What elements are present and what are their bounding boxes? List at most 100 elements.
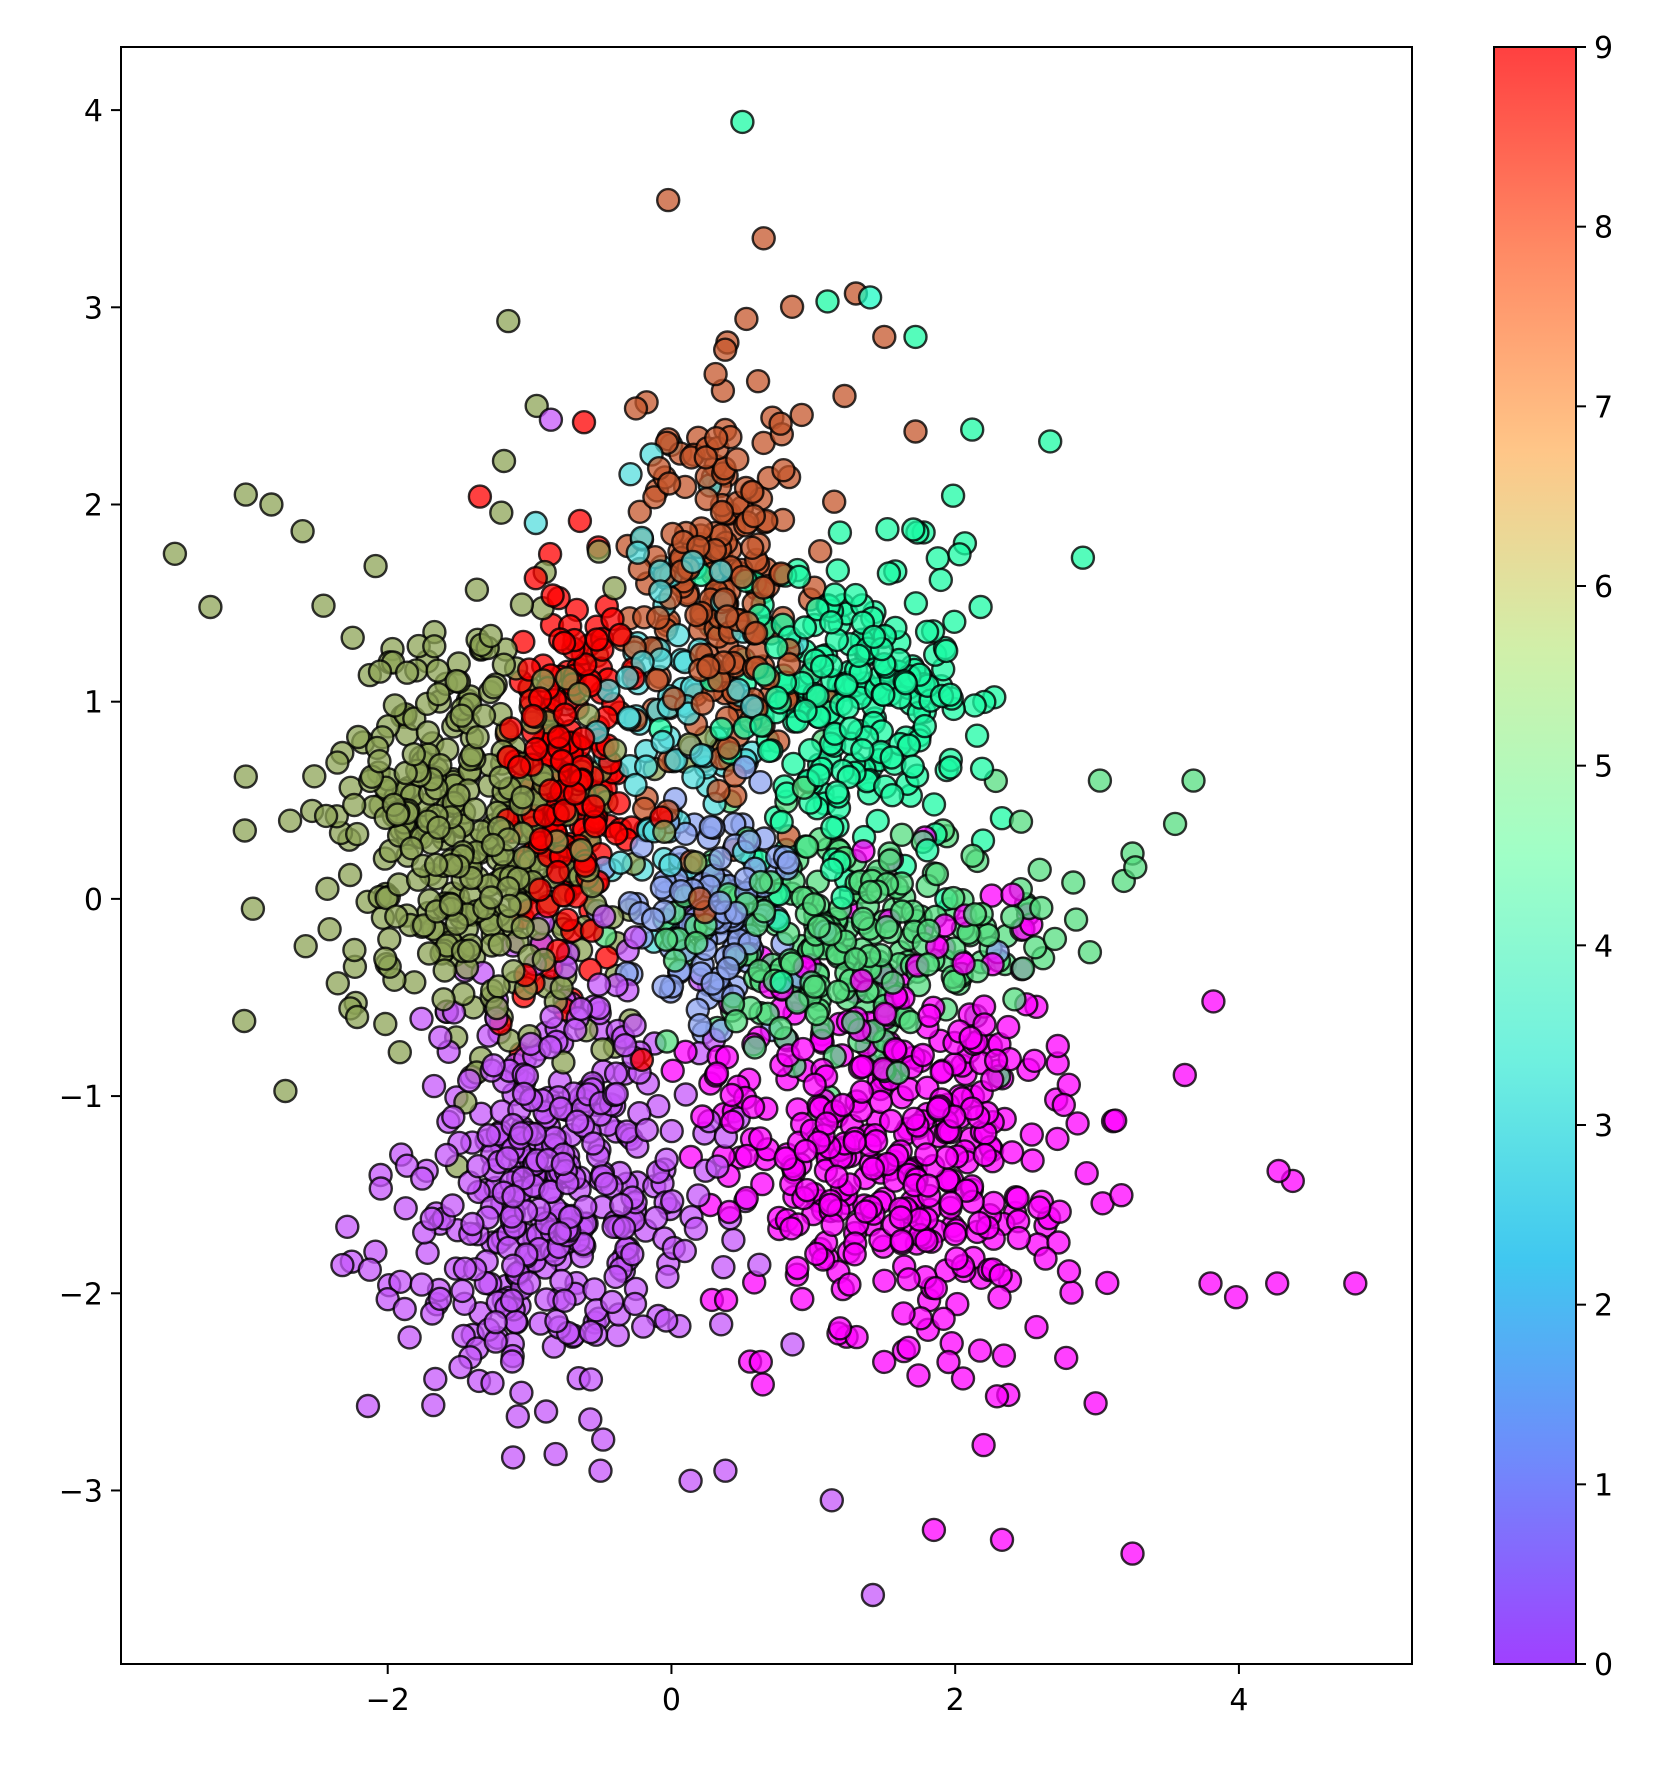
scatter-point-class-1 [563,1017,588,1043]
scatter-point-class-7 [590,1037,615,1062]
scatter-point-class-7 [487,932,512,957]
scatter-point-class-7 [425,658,450,683]
scatter-point-class-7 [509,592,535,617]
x-tick-label: 0 [662,1683,681,1718]
scatter-point-class-1 [686,1183,711,1208]
scatter-point-class-6 [1008,809,1034,834]
scatter-point-class-5 [769,969,794,995]
scatter-point-class-1 [409,1272,434,1297]
scatter-point-class-8 [696,655,721,680]
scatter-point-class-6 [877,848,903,873]
scatter-point-class-5 [793,698,818,723]
scatter-point-class-5 [819,610,844,635]
scatter-point-class-1 [410,1166,435,1191]
scatter-point-class-7 [240,896,266,921]
scatter-point-class-6 [1087,768,1113,793]
scatter-point-class-1 [721,1227,746,1253]
scatter-point-class-6 [1000,904,1025,930]
scatter-point-class-0 [1264,1271,1290,1296]
scatter-point-class-7 [367,749,392,774]
scatter-point-class-8 [656,471,682,496]
scatter-point-class-9 [546,724,572,750]
scatter-point-class-7 [566,681,592,707]
scatter-point-class-7 [449,703,474,728]
scatter-point-class-6 [924,861,950,887]
scatter-point-class-9 [552,702,578,727]
scatter-point-class-0 [914,1142,939,1167]
scatter-point-class-1 [368,1176,393,1201]
colorbar-tick-label: 0 [1594,1648,1613,1683]
scatter-point-class-5 [901,517,926,542]
scatter-point-class-8 [645,605,671,630]
scatter-point-class-7 [340,625,365,650]
scatter-point-class-7 [549,975,574,1001]
scatter-point-class-6 [795,834,820,859]
scatter-point-class-1 [600,1289,625,1315]
scatter-point-class-9 [584,627,609,652]
scatter-point-class-8 [751,575,776,600]
scatter-point-class-7 [313,803,339,829]
scatter-point-class-5 [938,755,963,780]
scatter-point-class-7 [337,862,363,888]
scatter-point-class-7 [233,482,259,507]
scatter-point-class-7 [501,959,526,984]
scatter-point-class-0 [779,1216,804,1241]
scatter-point-class-0 [984,1384,1010,1409]
scatter-point-class-1 [673,1082,698,1107]
scatter-point-class-1 [466,1153,491,1179]
scatter-point-class-7 [465,725,490,750]
scatter-point-class-9 [532,803,558,828]
scatter-point-class-7 [496,308,521,334]
scatter-point-class-6 [1027,857,1052,882]
scatter-point-class-5 [875,517,900,542]
scatter-point-class-7 [586,539,612,564]
scatter-point-class-3 [523,510,548,536]
scatter-point-class-8 [709,499,735,525]
scatter-point-class-5 [756,738,782,764]
scatter-point-class-5 [764,635,789,660]
scatter-point-class-1 [539,1004,564,1029]
scatter-point-class-9 [527,877,553,902]
scatter-point-class-5 [900,754,925,779]
scatter-point-class-3 [689,742,714,768]
scatter-point-class-0 [981,1190,1006,1216]
scatter-point-class-6 [684,930,709,956]
scatter-point-class-0 [863,1128,889,1154]
scatter-point-class-8 [661,686,687,711]
scatter-point-class-8 [776,652,802,677]
scatter-point-class-7 [416,941,442,966]
scatter-point-class-9 [524,736,549,762]
scatter-point-class-6 [1010,956,1036,981]
scatter-point-class-7 [512,845,537,870]
scatter-point-class-1 [450,1278,475,1304]
scatter-point-class-1 [564,1109,590,1134]
scatter-point-class-0 [1045,1126,1070,1152]
scatter-point-class-1 [581,1131,606,1156]
scatter-point-class-7 [446,783,471,808]
scatter-point-class-0 [926,1096,951,1121]
scatter-point-class-5 [749,713,774,738]
scatter-point-class-6 [806,914,831,939]
scatter-point-class-5 [960,417,985,442]
scatter-point-class-8 [771,458,796,483]
scatter-point-class-0 [1006,1225,1031,1251]
scatter-point-class-0 [1019,1122,1045,1147]
scatter-point-class-6 [880,970,905,995]
scatter-point-class-7 [422,634,447,659]
colorbar-tick-label: 5 [1594,750,1613,785]
scatter-point-class-5 [838,716,864,741]
scatter-point-class-5 [925,546,950,571]
scatter-point-class-0 [989,1527,1015,1553]
scatter-point-class-1 [549,1268,574,1294]
scatter-point-class-7 [602,576,627,601]
scatter-point-class-5 [752,662,777,687]
scatter-point-class-0 [842,1129,867,1155]
scatter-point-class-1 [578,1407,603,1432]
scatter-point-class-5 [833,673,859,698]
scatter-point-class-0 [1046,1230,1071,1255]
scatter-point-class-8 [730,564,755,590]
scatter-point-class-1 [481,1053,506,1078]
scatter-point-class-8 [740,479,765,505]
colorbar-ticks: 0 1 2 3 4 5 6 7 8 9 [1576,31,1613,1683]
